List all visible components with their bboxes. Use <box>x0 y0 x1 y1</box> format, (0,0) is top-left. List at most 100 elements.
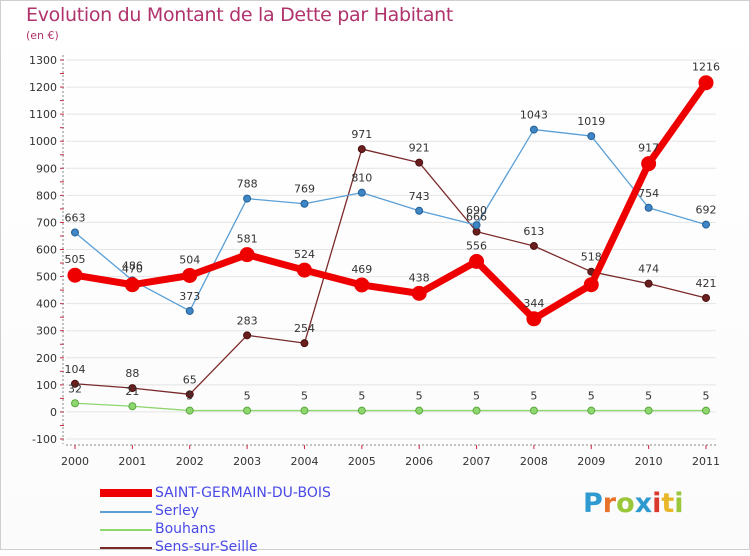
x-tick-label: 2010 <box>635 455 663 468</box>
legend-label: Serley <box>155 503 200 519</box>
logo-letter: t <box>661 488 675 519</box>
data-label: 788 <box>237 178 258 191</box>
data-label: 5 <box>186 390 193 403</box>
data-label: 5 <box>416 390 423 403</box>
data-label: 5 <box>645 390 652 403</box>
data-point <box>185 306 194 315</box>
data-label: 692 <box>696 204 717 217</box>
data-point <box>698 75 714 91</box>
data-label: 104 <box>65 363 86 376</box>
x-tick-label: 2003 <box>233 455 261 468</box>
data-label: 690 <box>466 204 487 217</box>
y-tick-label: 1200 <box>29 81 57 94</box>
legend-item-saint-germain-du-bois[interactable]: SAINT-GERMAIN-DU-BOIS <box>100 484 430 502</box>
y-tick-label: 100 <box>36 379 57 392</box>
series-sens-sur-seille <box>71 145 710 399</box>
legend-swatch <box>100 547 152 549</box>
series-line <box>71 79 710 323</box>
x-tick-label: 2002 <box>176 455 204 468</box>
logo-letter: r <box>602 488 617 519</box>
axes: -100 0 100 200 300 400 500 600 700 800 900 1000 1100… <box>29 54 720 468</box>
data-label: 1019 <box>577 115 605 128</box>
data-point <box>469 253 485 269</box>
data-label: 504 <box>179 253 200 266</box>
data-point <box>415 158 424 167</box>
y-tick-label: 800 <box>36 189 57 202</box>
data-point <box>71 379 79 388</box>
data-label: 666 <box>466 211 487 224</box>
data-point <box>239 247 255 263</box>
legend-swatch <box>100 529 152 531</box>
data-label: 65 <box>183 373 197 386</box>
data-label: 581 <box>237 233 258 246</box>
data-point <box>357 406 366 415</box>
series-line <box>74 148 707 395</box>
logo-letter: o <box>616 488 635 519</box>
legend-item-bouhans[interactable]: Bouhans <box>100 520 430 538</box>
y-tick-label: 300 <box>36 325 57 338</box>
data-point <box>243 194 252 203</box>
series-bouhans <box>71 399 710 415</box>
data-point <box>529 241 538 250</box>
legend-swatch <box>100 489 152 497</box>
y-tick-label: 900 <box>36 162 57 175</box>
legend-label: Sens-sur-Seille <box>155 539 258 555</box>
y-tick-label: -100 <box>32 433 57 446</box>
data-label: 5 <box>703 390 710 403</box>
y-tick-label: 0 <box>50 406 57 419</box>
x-tick-label: 2000 <box>61 455 89 468</box>
data-label: 754 <box>638 187 659 200</box>
legend: SAINT-GERMAIN-DU-BOIS Serley Bouhans Sen… <box>100 484 430 556</box>
x-tick-label: 2001 <box>118 455 146 468</box>
data-label: 663 <box>65 211 86 224</box>
y-tick-label: 1300 <box>29 54 57 67</box>
y-tick-label: 400 <box>36 298 57 311</box>
data-label: 373 <box>179 290 200 303</box>
data-point <box>67 267 83 283</box>
data-label: 88 <box>125 367 139 380</box>
data-label: 486 <box>122 259 143 272</box>
data-label: 613 <box>523 225 544 238</box>
data-label: 769 <box>294 183 315 196</box>
y-tick-label: 700 <box>36 216 57 229</box>
y-tick-label: 500 <box>36 271 57 284</box>
data-point <box>526 311 542 327</box>
x-tick-label: 2009 <box>577 455 605 468</box>
logo-letter: P <box>583 488 603 519</box>
data-label: 1043 <box>520 109 548 122</box>
data-label: 917 <box>638 142 659 155</box>
legend-swatch <box>100 511 152 513</box>
data-point <box>411 285 427 301</box>
data-point <box>71 228 79 237</box>
data-point <box>472 227 481 236</box>
data-point <box>128 384 137 393</box>
data-point <box>243 406 252 415</box>
data-label: 5 <box>244 390 251 403</box>
x-tick-label: 2011 <box>692 455 720 468</box>
logo-letter: i <box>674 488 684 519</box>
grid-lines <box>66 59 716 440</box>
series-layer <box>67 75 714 415</box>
data-label: 474 <box>638 263 659 276</box>
legend-item-sens-sur-seille[interactable]: Sens-sur-Seille <box>100 538 430 556</box>
data-point <box>300 199 309 208</box>
logo-letter: x <box>634 488 653 519</box>
proxiti-logo: Proxiti <box>583 488 684 519</box>
data-label: 505 <box>65 253 86 266</box>
data-point <box>587 132 596 141</box>
data-point <box>243 331 252 340</box>
data-label: 421 <box>696 277 717 290</box>
data-point <box>472 221 481 230</box>
x-tick-label: 2004 <box>290 455 318 468</box>
x-tick-label: 2006 <box>405 455 433 468</box>
chart-subtitle: (en €) <box>26 29 59 42</box>
data-label: 556 <box>466 239 487 252</box>
data-point <box>702 220 710 229</box>
data-point <box>583 277 599 293</box>
data-label: 518 <box>581 251 602 264</box>
legend-item-serley[interactable]: Serley <box>100 502 430 520</box>
y-tick-label: 600 <box>36 244 57 257</box>
legend-label: SAINT-GERMAIN-DU-BOIS <box>155 485 331 501</box>
data-point <box>415 406 424 415</box>
